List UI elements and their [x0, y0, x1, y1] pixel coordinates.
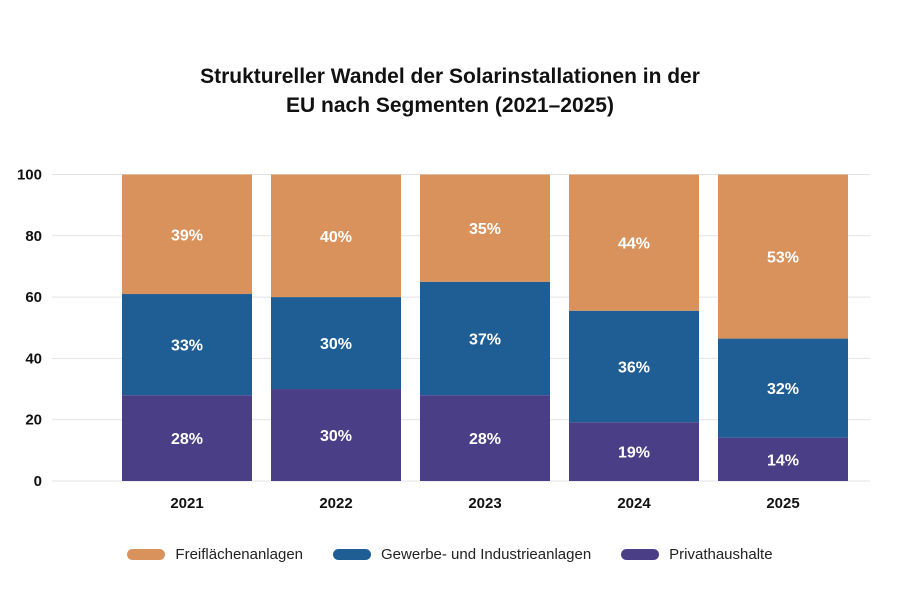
bar-segment	[718, 174, 848, 339]
legend: Freiflächenanlagen Gewerbe- und Industrie…	[0, 546, 900, 563]
legend-item: Freiflächenanlagen	[127, 546, 303, 563]
bar-segment	[271, 174, 401, 298]
data-label: 35%	[469, 221, 501, 238]
x-tick-label: 2024	[617, 495, 651, 512]
data-label: 39%	[171, 227, 203, 244]
legend-label: Freiflächenanlagen	[175, 546, 304, 563]
chart-title-line-1: Struktureller Wandel der Solarinstallati…	[200, 65, 700, 88]
data-label: 53%	[767, 250, 799, 267]
bar-segment	[569, 310, 699, 423]
legend-label: Privathaushalte	[669, 546, 773, 563]
y-tick-label: 100	[17, 167, 42, 184]
data-label: 44%	[618, 236, 650, 253]
chart-title-line-2: EU nach Segmenten (2021–2025)	[286, 94, 614, 117]
legend-swatch	[127, 549, 166, 560]
x-tick-label: 2025	[766, 495, 799, 512]
data-label: 40%	[320, 229, 352, 246]
data-label: 37%	[469, 331, 501, 348]
data-label: 19%	[618, 445, 650, 462]
bar-segment	[122, 395, 252, 481]
bar-segment	[718, 338, 848, 438]
data-label: 32%	[767, 381, 799, 398]
chart-title: Struktureller Wandel der Solarinstallati…	[0, 62, 900, 120]
data-label: 28%	[469, 431, 501, 448]
x-tick-label: 2023	[468, 495, 501, 512]
legend-item: Privathaushalte	[621, 546, 773, 563]
legend-label: Gewerbe- und Industrieanlagen	[381, 546, 592, 563]
x-tick-label: 2022	[319, 495, 352, 512]
y-tick-label: 80	[25, 228, 42, 245]
legend-swatch	[621, 549, 660, 560]
data-label: 30%	[320, 336, 352, 353]
bar-segment	[569, 174, 699, 311]
bar-segment	[122, 174, 252, 295]
bar-segment	[271, 297, 401, 390]
legend-item: Gewerbe- und Industrieanlagen	[333, 546, 591, 563]
bar-segment	[420, 174, 550, 282]
legend-swatch	[333, 549, 372, 560]
bar-segment	[122, 294, 252, 396]
bar-segment	[420, 395, 550, 481]
bar-segment	[420, 281, 550, 396]
data-label: 14%	[767, 452, 799, 469]
y-tick-label: 60	[25, 289, 42, 306]
y-tick-label: 40	[25, 350, 42, 367]
y-tick-label: 20	[25, 412, 42, 429]
data-label: 28%	[171, 431, 203, 448]
data-label: 30%	[320, 428, 352, 445]
y-tick-label: 0	[34, 473, 42, 490]
x-tick-label: 2021	[170, 495, 203, 512]
data-label: 33%	[171, 338, 203, 355]
bar-segment	[271, 389, 401, 481]
data-label: 36%	[618, 359, 650, 376]
bar-segment	[569, 422, 699, 481]
bar-segment	[718, 437, 848, 481]
